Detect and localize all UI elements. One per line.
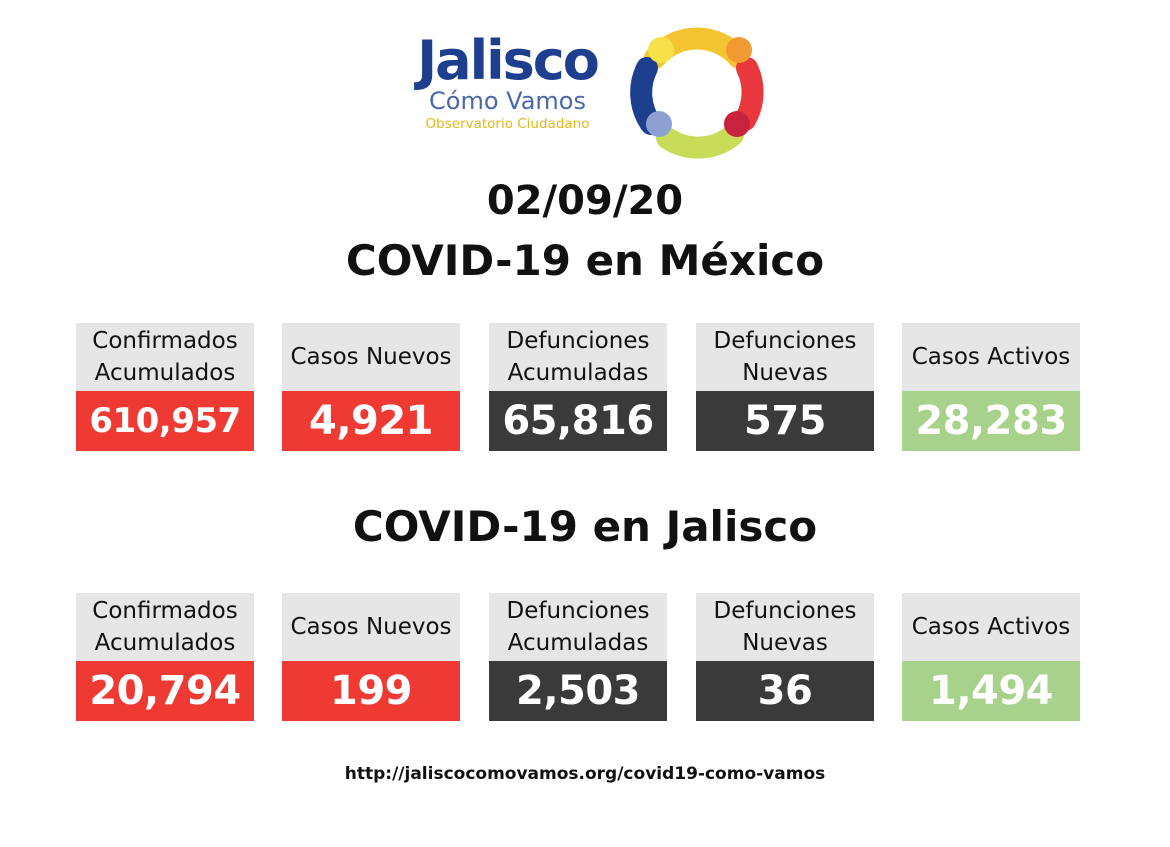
- logo-wordmark: Jalisco Cómo Vamos Observatorio Ciudadan…: [405, 32, 610, 133]
- section-title-mexico: COVID-19 en México: [345, 236, 825, 285]
- stat-card-deaths: Defunciones Acumuladas 65,816: [489, 323, 667, 451]
- stat-value: 28,283: [902, 391, 1080, 451]
- stat-label: Confirmados Acumulados: [76, 323, 254, 391]
- stat-label: Casos Activos: [902, 593, 1080, 661]
- stats-row-jalisco: Confirmados Acumulados 20,794 Casos Nuev…: [76, 593, 1088, 721]
- report-date: 02/09/20: [486, 178, 684, 224]
- stat-value: 36: [696, 661, 874, 721]
- stat-card-confirmed: Confirmados Acumulados 610,957: [76, 323, 254, 451]
- stat-value: 2,503: [489, 661, 667, 721]
- stat-label: Defunciones Acumuladas: [489, 323, 667, 391]
- stat-label-line1: Casos Nuevos: [290, 614, 452, 640]
- stat-label: Casos Nuevos: [282, 323, 460, 391]
- stat-value: 65,816: [489, 391, 667, 451]
- stat-label-line1: Defunciones: [506, 598, 650, 624]
- stat-value: 20,794: [76, 661, 254, 721]
- stat-label: Defunciones Nuevas: [696, 593, 874, 661]
- stat-label: Defunciones Acumuladas: [489, 593, 667, 661]
- stat-label-line1: Defunciones: [713, 328, 857, 354]
- stat-label-line1: Defunciones: [506, 328, 650, 354]
- stat-value: 1,494: [902, 661, 1080, 721]
- logo-tagline: Observatorio Ciudadano: [425, 116, 590, 132]
- stat-value: 4,921: [282, 391, 460, 451]
- stat-card-active: Casos Activos 28,283: [902, 323, 1080, 451]
- section-title-jalisco: COVID-19 en Jalisco: [352, 502, 818, 551]
- stat-card-confirmed: Confirmados Acumulados 20,794: [76, 593, 254, 721]
- stat-label-line1: Casos Activos: [911, 344, 1071, 370]
- stat-label-line2: Acumuladas: [507, 360, 649, 386]
- stat-label-line1: Confirmados: [92, 328, 238, 354]
- stat-label-line2: Acumulados: [94, 630, 236, 656]
- source-url: http://jaliscocomovamos.org/covid19-como…: [344, 764, 826, 784]
- stat-label-line1: Defunciones: [713, 598, 857, 624]
- logo-subtitle: Cómo Vamos: [429, 87, 586, 115]
- stat-label-line1: Casos Nuevos: [290, 344, 452, 370]
- stat-label: Defunciones Nuevas: [696, 323, 874, 391]
- stat-card-new-cases: Casos Nuevos 199: [282, 593, 460, 721]
- stat-label: Casos Nuevos: [282, 593, 460, 661]
- stat-label-line2: Acumuladas: [507, 630, 649, 656]
- stat-card-new-deaths: Defunciones Nuevas 36: [696, 593, 874, 721]
- stat-label-line1: Casos Activos: [911, 614, 1071, 640]
- logo: Jalisco Cómo Vamos Observatorio Ciudadan…: [405, 18, 775, 159]
- stats-row-mexico: Confirmados Acumulados 610,957 Casos Nue…: [76, 323, 1088, 451]
- stat-label-line1: Confirmados: [92, 598, 238, 624]
- stat-value: 610,957: [76, 391, 254, 451]
- stat-card-active: Casos Activos 1,494: [902, 593, 1080, 721]
- stat-label-line2: Nuevas: [742, 360, 828, 386]
- logo-name: Jalisco: [417, 29, 600, 92]
- stat-label-line2: Nuevas: [742, 630, 828, 656]
- logo-ring-icon: [630, 27, 764, 159]
- stat-label: Confirmados Acumulados: [76, 593, 254, 661]
- stat-value: 199: [282, 661, 460, 721]
- stat-value: 575: [696, 391, 874, 451]
- stat-card-new-deaths: Defunciones Nuevas 575: [696, 323, 874, 451]
- stat-card-deaths: Defunciones Acumuladas 2,503: [489, 593, 667, 721]
- stat-card-new-cases: Casos Nuevos 4,921: [282, 323, 460, 451]
- stat-label-line2: Acumulados: [94, 360, 236, 386]
- stat-label: Casos Activos: [902, 323, 1080, 391]
